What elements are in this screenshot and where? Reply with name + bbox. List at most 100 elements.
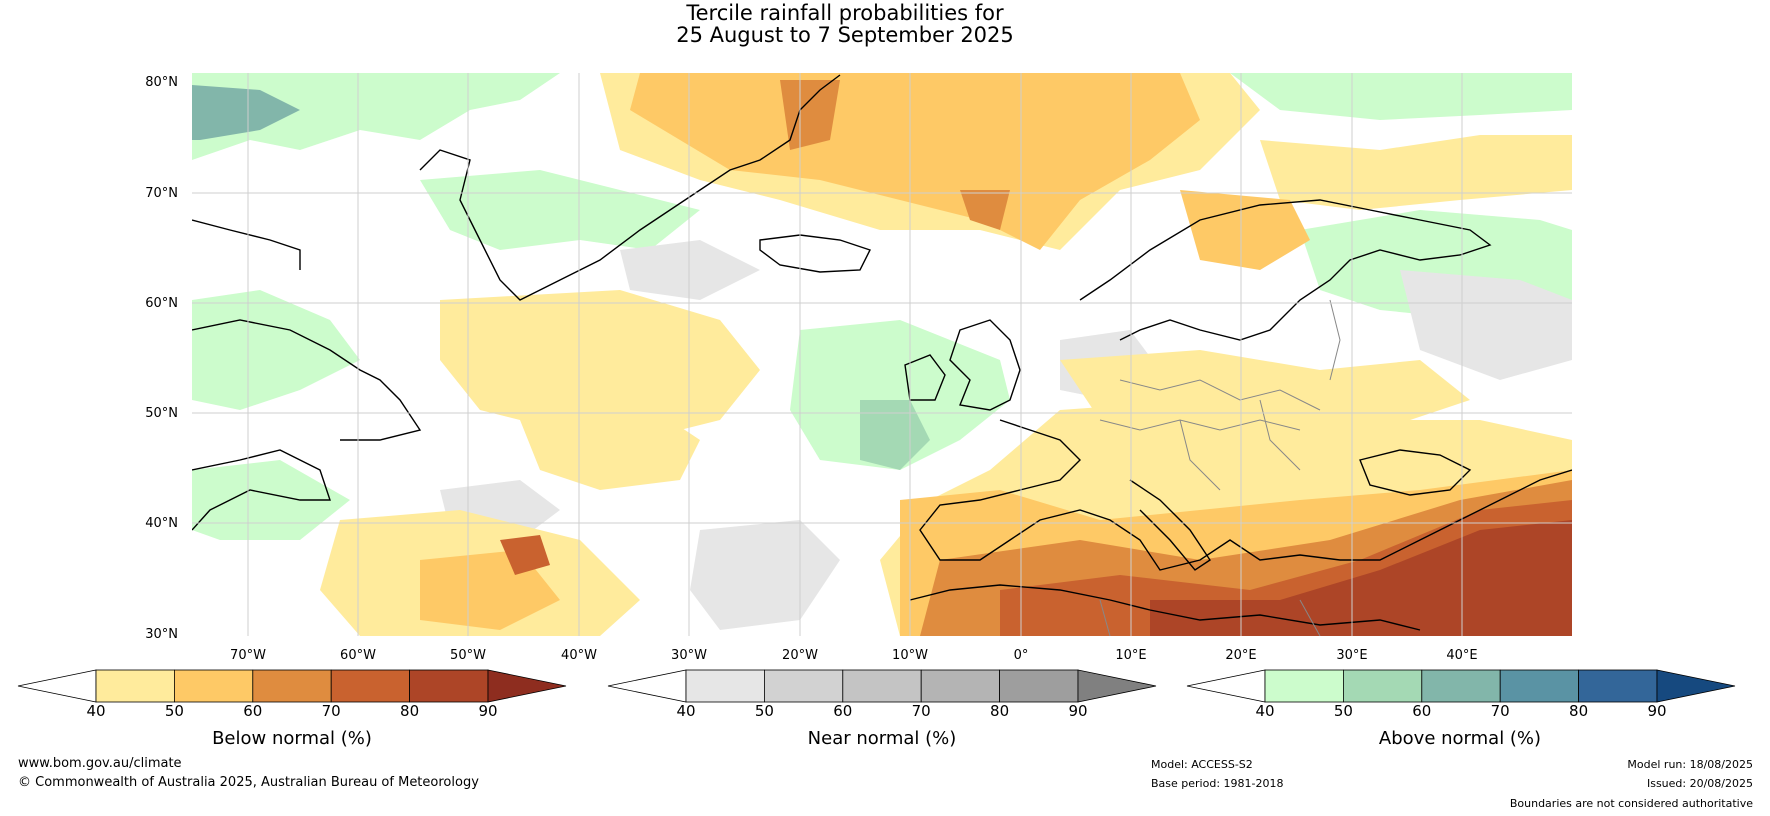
footer-base-period: Base period: 1981-2018 — [1151, 777, 1284, 790]
colorbar-tick-label: 60 — [833, 702, 853, 720]
colorbar-tick-label: 60 — [1412, 702, 1432, 720]
colorbar-extend-high — [487, 669, 567, 703]
colorbar-segment — [1343, 669, 1423, 703]
colorbar-segment — [764, 669, 844, 703]
lon-label: 20°W — [782, 648, 818, 663]
colorbar-extend-low — [1186, 669, 1266, 703]
british-isles-coast — [949, 319, 1021, 411]
colorbar-extend-high — [1656, 669, 1736, 703]
above-normal-region — [790, 320, 1010, 470]
colorbar-segment — [1578, 669, 1658, 703]
above-normal-region — [192, 85, 300, 140]
near-normal-region — [1400, 270, 1572, 380]
above-normal-region — [860, 400, 930, 470]
colorbar-tick-label: 40 — [676, 702, 696, 720]
colorbar-segment — [685, 669, 765, 703]
colorbar-tick-label: 90 — [478, 702, 498, 720]
colorbar-tick-label: 60 — [243, 702, 263, 720]
colorbar-segment — [1264, 669, 1344, 703]
lat-label: 70°N — [145, 186, 178, 201]
scandinavia-coast — [1079, 199, 1492, 341]
colorbar-tick-label: 90 — [1647, 702, 1667, 720]
below-normal-region — [440, 290, 760, 440]
colorbar-tick-label: 70 — [321, 702, 341, 720]
colorbar-tick-label: 90 — [1068, 702, 1088, 720]
europe-coast — [919, 419, 1572, 571]
colorbar-near-normal — [607, 669, 1157, 703]
footer-model-run: Model run: 18/08/2025 — [1627, 758, 1753, 771]
lon-label: 0° — [1013, 648, 1029, 663]
below-normal-region — [1060, 350, 1470, 430]
footer-copyright: © Commonwealth of Australia 2025, Austra… — [18, 775, 479, 790]
below-normal-region — [630, 73, 1200, 250]
footer-issued: Issued: 20/08/2025 — [1646, 777, 1753, 790]
colorbar-tick-label: 70 — [911, 702, 931, 720]
lat-label: 60°N — [145, 296, 178, 311]
near-normal-region — [690, 520, 840, 630]
lon-label: 40°W — [561, 648, 597, 663]
graticule — [192, 73, 1572, 636]
near-normal-region — [620, 240, 760, 300]
footer-model: Model: ACCESS-S2 — [1151, 758, 1253, 771]
lat-label: 80°N — [145, 75, 178, 90]
colorbar-tick-label: 80 — [990, 702, 1010, 720]
colorbar-segment — [252, 669, 332, 703]
above-normal-region — [192, 290, 360, 410]
colorbar-tick-label: 70 — [1490, 702, 1510, 720]
italy-coast — [1129, 479, 1211, 571]
map-title-line-1: Tercile rainfall probabilities for — [686, 1, 1004, 25]
colorbar-segment — [920, 669, 1001, 703]
colorbar-segment — [1421, 669, 1501, 703]
colorbar-below-title: Below normal (%) — [212, 728, 372, 749]
colorbar-extend-low — [607, 669, 687, 703]
colorbar-segment — [999, 669, 1079, 703]
lon-label: 60°W — [340, 648, 376, 663]
above-normal-region — [420, 170, 700, 250]
colorbar-tick-label: 40 — [86, 702, 106, 720]
lon-label: 50°W — [450, 648, 486, 663]
colorbar-near-title: Near normal (%) — [807, 728, 957, 749]
colorbar-segment — [330, 669, 411, 703]
below-normal-region — [520, 400, 700, 490]
below-normal-region — [1150, 520, 1572, 636]
colorbar-segment — [409, 669, 489, 703]
lat-label: 30°N — [145, 627, 178, 642]
lat-label: 50°N — [145, 406, 178, 421]
ireland-coast — [904, 354, 946, 401]
colorbar-tick-label: 50 — [1333, 702, 1353, 720]
baffin-coast — [192, 219, 301, 270]
labrador-coast — [192, 319, 422, 441]
map-title-line-2: 25 August to 7 September 2025 — [676, 23, 1014, 47]
below-normal-region — [1260, 135, 1572, 210]
lon-label: 30°E — [1336, 648, 1368, 663]
colorbar-tick-label: 50 — [164, 702, 184, 720]
colorbar-tick-label: 50 — [754, 702, 774, 720]
above-normal-region — [1230, 73, 1572, 120]
below-normal-region — [960, 190, 1010, 230]
lon-label: 40°E — [1446, 648, 1478, 663]
lon-label: 70°W — [230, 648, 266, 663]
below-normal-region — [1180, 190, 1310, 270]
lon-label: 30°W — [671, 648, 707, 663]
africa-coast — [909, 584, 1421, 631]
colorbar-tick-label: 40 — [1255, 702, 1275, 720]
lat-label: 40°N — [145, 516, 178, 531]
colorbar-segment — [173, 669, 254, 703]
north-america-coast — [192, 449, 331, 531]
colorbar-extend-high — [1077, 669, 1157, 703]
colorbar-segment — [1499, 669, 1579, 703]
colorbar-extend-low — [17, 669, 97, 703]
below-normal-region — [780, 80, 840, 150]
colorbar-above-title: Above normal (%) — [1378, 728, 1542, 749]
colorbar-below-normal — [17, 669, 567, 703]
colorbar-above-normal — [1186, 669, 1736, 703]
footer-disclaimer: Boundaries are not considered authoritat… — [1509, 797, 1753, 810]
lon-label: 20°E — [1225, 648, 1257, 663]
colorbar-tick-label: 80 — [400, 702, 420, 720]
above-normal-region — [192, 460, 350, 540]
below-normal-region — [500, 535, 550, 575]
lon-label: 10°E — [1115, 648, 1147, 663]
lon-label: 10°W — [892, 648, 928, 663]
colorbar-segment — [95, 669, 175, 703]
